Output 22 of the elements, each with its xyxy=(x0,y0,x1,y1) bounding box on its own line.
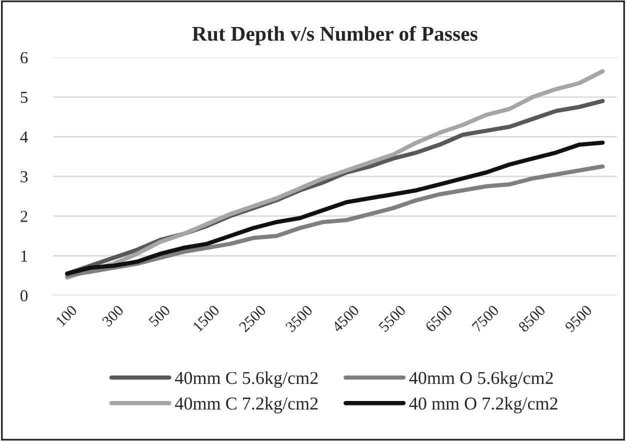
line-series xyxy=(65,164,605,278)
x-tick-label: 300 xyxy=(102,304,124,328)
legend-label: 40mm C 7.2kg/cm2 xyxy=(175,396,318,414)
legend-label: 40 mm O 7.2kg/cm2 xyxy=(409,396,558,414)
y-tick-label: 5 xyxy=(20,92,28,103)
x-tick-label: 7500 xyxy=(472,304,500,332)
chart-title: Rut Depth v/s Number of Passes xyxy=(192,26,478,46)
y-tick-label: 4 xyxy=(20,132,28,142)
x-tick-label: 500 xyxy=(148,304,171,327)
y-tick-label: 6 xyxy=(20,52,28,64)
y-tick-label: 2 xyxy=(20,210,28,222)
legend-label: 40mm O 5.6kg/cm2 xyxy=(409,371,553,388)
y-tick-label: 1 xyxy=(21,250,28,262)
y-tick-label: 3 xyxy=(20,171,28,182)
line-series xyxy=(65,140,605,276)
line-series xyxy=(65,69,605,280)
x-tick-label: 6500 xyxy=(424,304,453,333)
x-tick-label: 4500 xyxy=(331,304,360,333)
x-tick-label: 8500 xyxy=(518,304,546,333)
legend-label: 40mm C 5.6kg/cm2 xyxy=(175,371,318,388)
x-tick-label: 100 xyxy=(55,304,78,327)
y-tick-label: 0 xyxy=(20,290,28,302)
